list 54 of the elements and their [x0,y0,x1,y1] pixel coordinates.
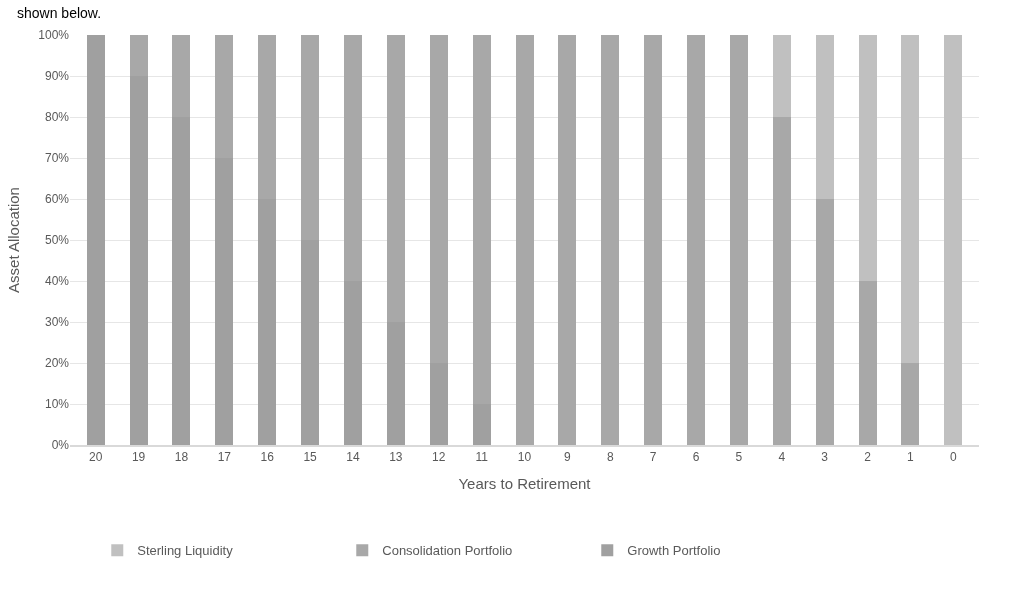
x-tick-label: 0 [949,450,957,465]
x-tick-label: 10 [517,450,532,465]
legend-label: Sterling Liquidity [137,543,234,559]
x-tick-label: 6 [692,450,700,465]
x-tick-label: 16 [260,450,275,465]
x-tick-label: 5 [735,450,743,465]
x-tick-label: 3 [821,450,829,465]
y-tick-label: 10% [44,397,70,412]
y-axis-title: Asset Allocation [4,187,22,293]
bar [858,35,877,281]
bar [858,281,877,445]
x-tick-label: 1 [907,450,915,465]
bar [901,363,920,445]
x-tick-label: 11 [475,450,489,465]
bar [815,199,834,445]
x-axis-title: Years to Retirement [458,474,592,492]
x-tick-label: 13 [389,450,403,465]
bar [729,35,748,445]
y-tick-label: 60% [44,192,70,207]
y-tick-label: 30% [44,315,70,330]
y-tick-label: 50% [44,233,70,248]
bar [772,117,791,445]
y-tick-label: 40% [44,274,70,289]
x-tick-label: 20 [89,450,103,465]
text: shown below. [17,5,102,21]
bar [601,35,620,445]
bar [86,35,105,445]
y-tick-label: 0% [51,438,70,453]
x-tick-label: 2 [864,450,872,465]
legend-label: Consolidation Portfolio [382,543,513,559]
x-tick-label: 15 [303,450,318,465]
x-tick-label: 9 [564,450,572,465]
y-tick-label: 80% [44,110,70,125]
bar [815,35,834,199]
y-tick-label: 90% [44,69,70,84]
x-tick-label: 4 [778,450,786,465]
bar [558,35,577,445]
x-tick-label: 17 [217,450,232,465]
y-tick-label: 100% [38,28,70,43]
x-tick-label: 19 [131,450,146,465]
bar [515,35,534,445]
bar [944,35,963,445]
x-tick-label: 14 [346,450,360,465]
legend-label: Growth Portfolio [627,543,721,559]
x-tick-label: 12 [432,450,446,465]
y-tick-label: 70% [44,151,70,166]
bar [687,35,706,445]
bar [772,35,791,117]
y-tick-label: 20% [44,356,70,371]
x-tick-label: 8 [606,450,614,465]
bar [644,35,663,445]
bar [901,35,920,363]
x-tick-label: 18 [174,450,189,465]
x-tick-label: 7 [649,450,657,465]
